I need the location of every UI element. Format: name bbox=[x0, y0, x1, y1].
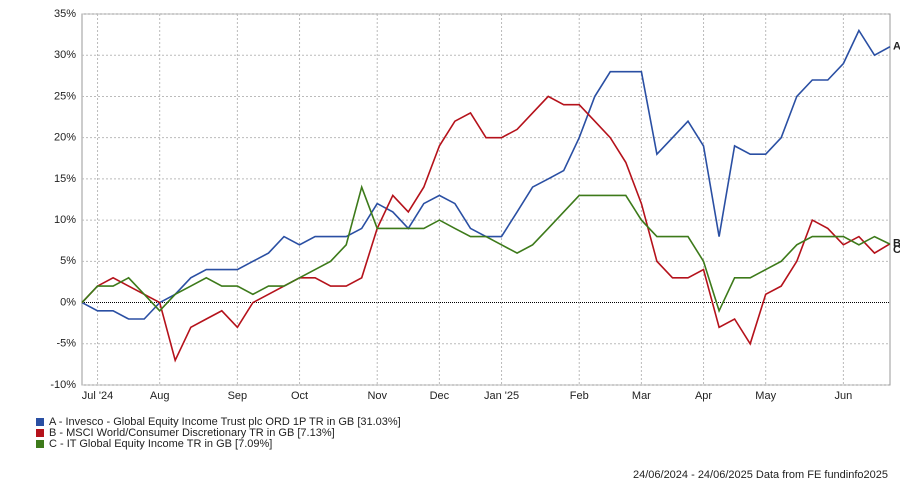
x-tick-label: May bbox=[755, 390, 776, 402]
y-tick-label: 10% bbox=[54, 214, 76, 226]
x-tick-label: Aug bbox=[150, 390, 170, 402]
y-tick-label: 35% bbox=[54, 8, 76, 20]
x-tick-label: Jun bbox=[835, 390, 853, 402]
x-tick-label: Nov bbox=[367, 390, 387, 402]
y-tick-label: 0% bbox=[60, 296, 76, 308]
x-tick-label: Mar bbox=[632, 390, 651, 402]
y-tick-label: 5% bbox=[60, 255, 76, 267]
y-tick-label: -10% bbox=[50, 379, 76, 391]
x-tick-label: Dec bbox=[430, 390, 450, 402]
x-tick-label: Apr bbox=[695, 390, 712, 402]
x-tick-label: Feb bbox=[570, 390, 589, 402]
legend-label: A - Invesco - Global Equity Income Trust… bbox=[49, 416, 401, 428]
x-tick-label: Sep bbox=[228, 390, 248, 402]
legend-swatch bbox=[36, 440, 44, 448]
legend-swatch bbox=[36, 418, 44, 426]
y-tick-label: 20% bbox=[54, 132, 76, 144]
plot-frame bbox=[81, 13, 891, 386]
y-tick-label: 25% bbox=[54, 90, 76, 102]
legend-swatch bbox=[36, 429, 44, 437]
y-tick-label: 15% bbox=[54, 173, 76, 185]
series-line bbox=[81, 28, 891, 320]
series-line bbox=[81, 95, 891, 363]
end-label: C bbox=[893, 244, 900, 256]
end-label: A bbox=[893, 41, 900, 53]
legend-label: C - IT Global Equity Income TR in GB [7.… bbox=[49, 438, 272, 450]
footer: 24/06/2024 - 24/06/2025 Data from FE fun… bbox=[633, 469, 888, 481]
x-tick-label: Jan '25 bbox=[484, 390, 519, 402]
x-tick-label: Oct bbox=[291, 390, 308, 402]
y-tick-label: 30% bbox=[54, 49, 76, 61]
series-line bbox=[81, 184, 891, 313]
end-label: B bbox=[893, 238, 900, 250]
x-tick-label: Jul '24 bbox=[82, 390, 113, 402]
y-tick-label: -5% bbox=[56, 338, 76, 350]
legend-label: B - MSCI World/Consumer Discretionary TR… bbox=[49, 427, 335, 439]
